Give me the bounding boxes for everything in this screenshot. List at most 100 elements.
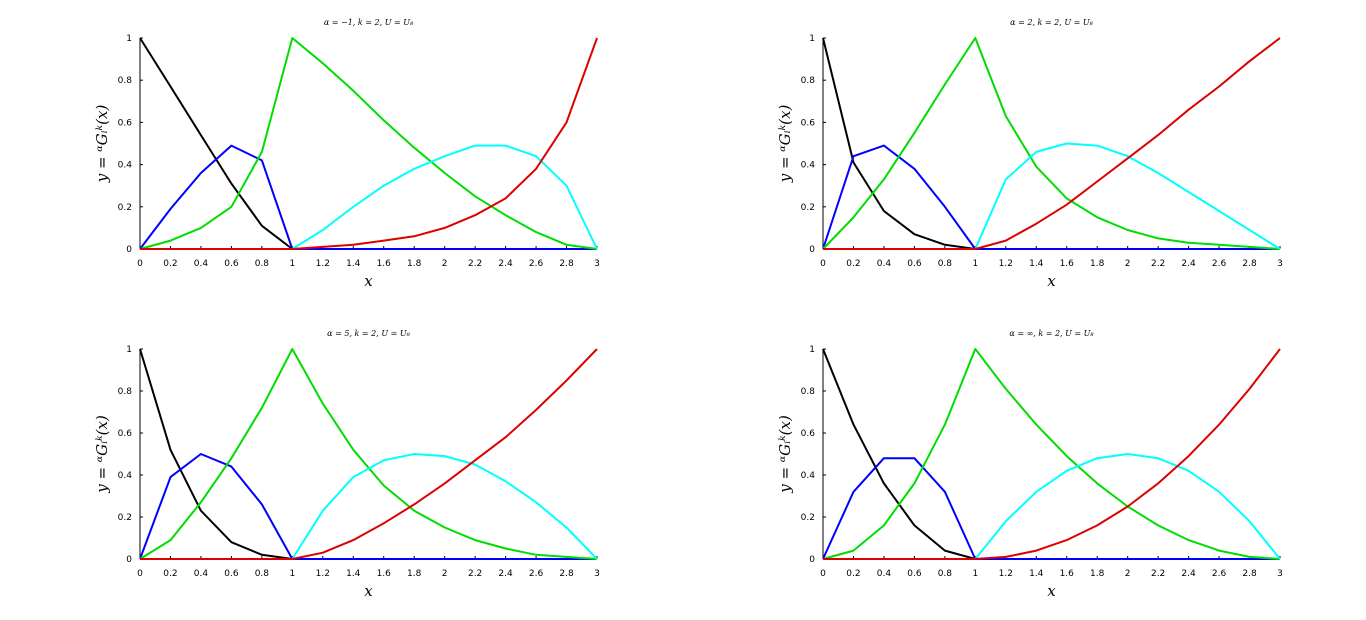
series-line-5 bbox=[140, 37, 598, 250]
plot-panel-2: α = 2, k = 2, U = U₈ 0 0.2 0.4 0.6 0.8 1 1.2 1.4… bbox=[776, 18, 1283, 290]
x-tick-label: 2.8 bbox=[559, 259, 574, 269]
x-tick-label: 3 bbox=[594, 259, 600, 269]
x-tick-label: 2 bbox=[1125, 259, 1131, 269]
x-tick-label: 3 bbox=[594, 569, 600, 579]
x-tick-label: 0.6 bbox=[907, 569, 922, 579]
x-tick-label: 1.2 bbox=[316, 569, 330, 579]
x-axis-label: x bbox=[1047, 582, 1056, 600]
series-line-3 bbox=[822, 348, 1281, 560]
x-tick-label: 1.4 bbox=[1029, 259, 1044, 269]
x-tick-label: 2.4 bbox=[1181, 259, 1196, 269]
x-tick-label: 2.8 bbox=[1242, 259, 1257, 269]
x-tick-label: 2.4 bbox=[498, 569, 513, 579]
series-line-2 bbox=[822, 144, 1280, 250]
x-tick-label: 1.8 bbox=[1090, 569, 1105, 579]
y-tick-label: 0.8 bbox=[801, 76, 816, 86]
x-tick-label: 3 bbox=[1277, 259, 1283, 269]
x-tick-label: 0.8 bbox=[255, 569, 270, 579]
series-line-1 bbox=[822, 37, 1280, 250]
x-tick-label: 2.2 bbox=[1151, 569, 1165, 579]
x-tick-label: 0.8 bbox=[255, 259, 270, 269]
y-tick-label: 0.8 bbox=[118, 387, 133, 397]
x-tick-label: 1.2 bbox=[999, 259, 1013, 269]
y-tick-label: 0 bbox=[126, 245, 132, 255]
series-line-4 bbox=[823, 142, 1281, 250]
series-line-3 bbox=[139, 348, 598, 560]
x-tick-label: 2.6 bbox=[1212, 259, 1227, 269]
series-line-2 bbox=[822, 457, 1280, 560]
series-line-5 bbox=[823, 348, 1281, 560]
x-tick-label: 0.6 bbox=[224, 569, 239, 579]
y-tick-label: 0.6 bbox=[801, 429, 816, 439]
series-line-3 bbox=[822, 37, 1281, 250]
x-tick-label: 1 bbox=[289, 569, 295, 579]
x-tick-label: 3 bbox=[1277, 569, 1283, 579]
y-tick-label: 0.6 bbox=[118, 118, 133, 128]
x-tick-label: 2.8 bbox=[1242, 569, 1257, 579]
plot-panel-3: α = 5, k = 2, U = U₈ 0 0.2 0.4 0.6 0.8 1 1.2 1.4… bbox=[93, 329, 600, 600]
series-line-4 bbox=[823, 453, 1281, 560]
x-tick-label: 2.6 bbox=[529, 259, 544, 269]
x-tick-label: 0 bbox=[137, 569, 143, 579]
plot-panel-1: α = −1, k = 2, U = U₈ 0 0.2 0.4 0.6 0.8 1 1.2 1.… bbox=[93, 18, 600, 290]
series-line-1 bbox=[139, 37, 597, 250]
y-tick-label: 0.4 bbox=[118, 161, 133, 171]
x-tick-label: 0.8 bbox=[938, 259, 953, 269]
x-tick-label: 1.8 bbox=[407, 569, 422, 579]
x-tick-label: 2.8 bbox=[559, 569, 574, 579]
x-tick-label: 1.2 bbox=[999, 569, 1013, 579]
series-line-4 bbox=[140, 144, 598, 250]
y-tick-label: 1 bbox=[809, 34, 815, 44]
y-tick-label: 0.4 bbox=[801, 161, 816, 171]
plot-title: α = 2, k = 2, U = U₈ bbox=[1010, 18, 1093, 27]
x-tick-label: 1.6 bbox=[1060, 259, 1075, 269]
y-tick-label: 1 bbox=[126, 34, 132, 44]
plot-title: α = −1, k = 2, U = U₈ bbox=[324, 18, 414, 27]
x-tick-label: 1.2 bbox=[316, 259, 330, 269]
y-tick-label: 0.6 bbox=[801, 118, 816, 128]
y-tick-label: 0.2 bbox=[118, 203, 132, 213]
x-tick-label: 2.2 bbox=[468, 259, 482, 269]
x-tick-label: 0.4 bbox=[194, 569, 209, 579]
series-line-3 bbox=[139, 37, 598, 250]
y-tick-label: 0.8 bbox=[118, 76, 133, 86]
x-tick-label: 2 bbox=[442, 569, 448, 579]
x-tick-label: 1 bbox=[972, 569, 978, 579]
x-tick-label: 0.2 bbox=[163, 259, 177, 269]
series-line-5 bbox=[140, 348, 598, 560]
x-tick-label: 0 bbox=[820, 569, 826, 579]
y-axis-label: y = ᵅGᵢᵏ(x) bbox=[776, 415, 794, 494]
y-tick-label: 0 bbox=[809, 555, 815, 565]
y-axis-label: y = ᵅGᵢᵏ(x) bbox=[776, 105, 794, 184]
x-tick-label: 2 bbox=[1125, 569, 1131, 579]
series-line-2 bbox=[139, 144, 597, 250]
x-tick-label: 1.4 bbox=[1029, 569, 1044, 579]
y-tick-label: 0 bbox=[126, 555, 132, 565]
plot-panel-4: α = ∞, k = 2, U = U₈ 0 0.2 0.4 0.6 0.8 1 1.2 1.4… bbox=[776, 329, 1283, 600]
x-tick-label: 0.2 bbox=[163, 569, 177, 579]
x-tick-label: 1.8 bbox=[407, 259, 422, 269]
y-tick-label: 0.4 bbox=[118, 471, 133, 481]
x-tick-label: 1.6 bbox=[377, 259, 392, 269]
x-tick-label: 1.6 bbox=[1060, 569, 1075, 579]
x-tick-label: 2 bbox=[442, 259, 448, 269]
x-tick-label: 0 bbox=[137, 259, 143, 269]
x-tick-label: 1.8 bbox=[1090, 259, 1105, 269]
x-tick-label: 0.2 bbox=[846, 259, 860, 269]
x-tick-label: 2.2 bbox=[468, 569, 482, 579]
x-tick-label: 1.4 bbox=[346, 569, 361, 579]
y-axis-label: y = ᵅGᵢᵏ(x) bbox=[93, 415, 111, 494]
y-tick-label: 0.2 bbox=[118, 513, 132, 523]
y-tick-label: 1 bbox=[126, 345, 132, 355]
y-tick-label: 0 bbox=[809, 245, 815, 255]
series-line-2 bbox=[139, 453, 597, 560]
x-tick-label: 1.6 bbox=[377, 569, 392, 579]
y-tick-label: 0.2 bbox=[801, 203, 815, 213]
x-tick-label: 0 bbox=[820, 259, 826, 269]
x-tick-label: 2.6 bbox=[529, 569, 544, 579]
x-axis-label: x bbox=[364, 582, 373, 600]
y-tick-label: 0.4 bbox=[801, 471, 816, 481]
plot-title: α = 5, k = 2, U = U₈ bbox=[327, 329, 410, 338]
series-line-5 bbox=[823, 37, 1281, 250]
